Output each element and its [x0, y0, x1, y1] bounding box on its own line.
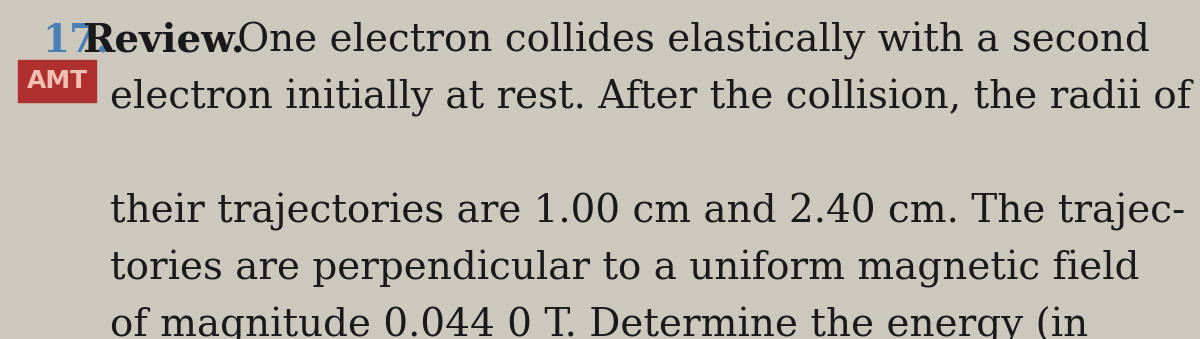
Text: their trajectories are 1.00 cm and 2.40 cm. The trajec-: their trajectories are 1.00 cm and 2.40 …: [110, 193, 1186, 231]
Text: electron initially at rest. After the collision, the radii of: electron initially at rest. After the co…: [110, 79, 1192, 117]
Text: One electron collides elastically with a second: One electron collides elastically with a…: [226, 22, 1150, 60]
Text: Review.: Review.: [82, 22, 245, 60]
Text: tories are perpendicular to a uniform magnetic field: tories are perpendicular to a uniform ma…: [110, 250, 1140, 288]
Text: 17.: 17.: [42, 22, 109, 60]
Text: AMT: AMT: [26, 69, 88, 93]
FancyBboxPatch shape: [18, 60, 96, 102]
Text: of magnitude 0.044 0 T. Determine the energy (in: of magnitude 0.044 0 T. Determine the en…: [110, 307, 1088, 339]
